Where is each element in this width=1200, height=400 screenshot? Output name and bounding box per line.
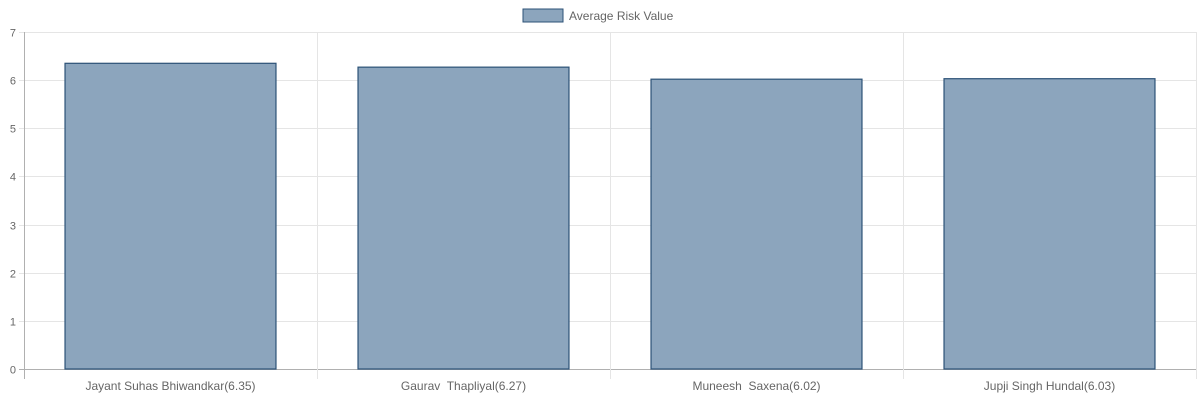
bar[interactable] [943, 78, 1156, 370]
y-tick-label: 0 [10, 365, 16, 377]
bar[interactable] [650, 78, 863, 370]
y-tick-label: 3 [10, 221, 16, 233]
bar[interactable] [64, 62, 277, 370]
y-tick-label: 7 [10, 28, 16, 40]
bar[interactable] [357, 66, 570, 370]
x-category-label: Jayant Suhas Bhiwandkar(6.35) [85, 379, 255, 393]
legend[interactable]: Average Risk Value [522, 8, 674, 23]
x-category-label: Muneesh Saxena(6.02) [692, 379, 820, 393]
y-tick-label: 5 [10, 124, 16, 136]
y-tick-label: 4 [10, 172, 16, 184]
legend-swatch [522, 8, 564, 23]
x-category-label: Gaurav Thapliyal(6.27) [401, 379, 526, 393]
bars [64, 62, 1156, 370]
legend-label-average-risk-value: Average Risk Value [569, 9, 674, 23]
y-tick-label: 6 [10, 76, 16, 88]
y-tick-label: 2 [10, 269, 16, 281]
x-axis-category-labels: Jayant Suhas Bhiwandkar(6.35) Gaurav Thap… [85, 379, 1115, 393]
x-category-label: Jupji Singh Hundal(6.03) [984, 379, 1115, 393]
y-axis-tick-labels: 0 1 2 3 4 5 6 7 [10, 28, 16, 377]
y-tick-label: 1 [10, 317, 16, 329]
